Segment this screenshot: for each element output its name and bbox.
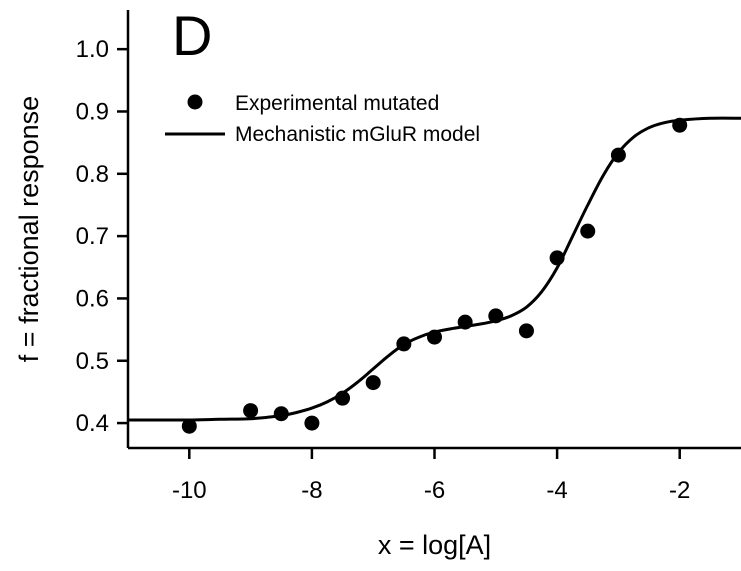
data-point (335, 390, 351, 406)
data-point (427, 329, 442, 345)
data-point (580, 223, 596, 239)
y-axis-title: f = fractional response (14, 96, 44, 362)
axes: 0.4 0.5 0.6 0.7 0.8 0.9 1.0 -10 -8 -6 -4 -2 (76, 10, 741, 504)
y-tick-label: 1.0 (76, 36, 109, 63)
data-point (243, 403, 259, 419)
legend-label-model: Mechanistic mGluR model (235, 123, 480, 146)
legend: Experimental mutated Mechanistic mGluR mo… (165, 92, 480, 146)
data-points-layer (181, 117, 688, 434)
data-point (304, 415, 320, 431)
x-axis-title: x = log[A] (378, 530, 491, 560)
data-point (488, 308, 504, 324)
data-point (365, 375, 381, 391)
x-tick-label: -4 (546, 477, 567, 504)
model-curve-layer (127, 116, 741, 422)
data-point (672, 117, 688, 133)
y-tick-label: 0.4 (76, 410, 109, 437)
x-tick-label: -10 (172, 477, 207, 504)
data-point (518, 323, 534, 339)
data-point (457, 314, 473, 330)
legend-label-experimental: Experimental mutated (235, 92, 439, 115)
y-tick-label: 0.7 (76, 223, 109, 250)
data-point (273, 406, 289, 422)
model-curve (127, 116, 741, 422)
legend-marker-experimental (187, 94, 203, 110)
x-tick-label: -2 (669, 477, 690, 504)
x-tick-label: -6 (424, 477, 445, 504)
data-point (396, 336, 412, 352)
data-point (181, 418, 197, 434)
x-tick-label: -8 (301, 477, 322, 504)
y-tick-label: 0.6 (76, 285, 109, 312)
data-point (610, 147, 626, 163)
y-tick-label: 0.9 (76, 98, 109, 125)
y-tick-label: 0.8 (76, 161, 109, 188)
panel-label: D (172, 4, 212, 67)
data-point (549, 250, 565, 266)
y-tick-label: 0.5 (76, 348, 109, 375)
